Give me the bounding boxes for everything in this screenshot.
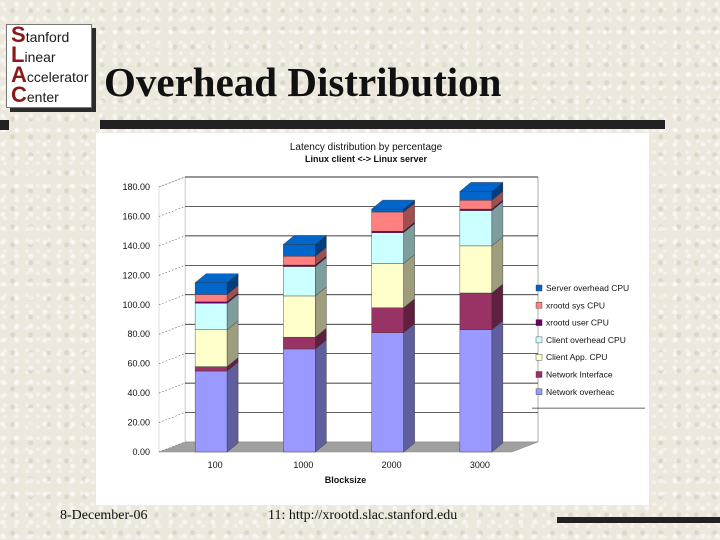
gridline-depth bbox=[158, 353, 186, 364]
bar-segment bbox=[371, 307, 404, 333]
slide-title: Overhead Distribution bbox=[104, 59, 502, 105]
bar-segment bbox=[283, 255, 316, 266]
bar-segment-side bbox=[491, 320, 504, 453]
bar-segment bbox=[459, 245, 493, 294]
legend-swatch bbox=[535, 388, 543, 396]
legend-label: Client App. CPU bbox=[546, 352, 607, 362]
y-tick-label: 80.00 bbox=[127, 329, 150, 339]
x-axis-label: Blocksize bbox=[325, 475, 367, 485]
y-tick-label: 20.00 bbox=[127, 418, 150, 428]
x-tick-label: 3000 bbox=[470, 460, 490, 470]
legend-swatch bbox=[535, 319, 543, 326]
y-tick-label: 120.00 bbox=[122, 270, 150, 280]
bar-segment bbox=[194, 294, 228, 303]
bar-segment bbox=[459, 200, 493, 210]
bar-segment bbox=[459, 191, 493, 201]
bar-segment bbox=[283, 348, 316, 453]
y-tick-label: 180.00 bbox=[122, 182, 150, 192]
bar-segment bbox=[371, 208, 404, 213]
legend-swatch bbox=[535, 353, 543, 361]
legend-label: Server overhead CPU bbox=[546, 283, 629, 293]
bar-segment bbox=[194, 301, 228, 304]
bar-segment bbox=[283, 336, 316, 350]
gridline-depth bbox=[158, 323, 186, 335]
logo-line-2: Linear bbox=[11, 42, 56, 67]
y-tick-label: 100.00 bbox=[122, 300, 150, 310]
legend-swatch bbox=[535, 302, 543, 309]
chart-title: Latency distribution by percentage bbox=[290, 142, 443, 153]
bar-segment bbox=[459, 292, 493, 331]
bar-segment-side bbox=[403, 323, 415, 453]
gridline-depth bbox=[158, 265, 186, 276]
footer-page-url: 11: http://xrootd.slac.stanford.edu bbox=[268, 508, 458, 523]
bar-segment-side bbox=[491, 236, 504, 294]
bar-segment bbox=[194, 329, 228, 367]
chart-panel: Latency distribution by percentage Linux … bbox=[96, 133, 649, 505]
gridline-depth bbox=[158, 294, 186, 306]
bar-segment bbox=[371, 332, 404, 453]
bar-segment bbox=[459, 208, 493, 211]
bar-segment bbox=[283, 264, 316, 267]
bar-segment bbox=[371, 211, 404, 232]
legend-label: Network overheac bbox=[546, 387, 615, 397]
logo-line-4: Center bbox=[11, 82, 59, 107]
legend-label: xrootd user CPU bbox=[546, 318, 609, 328]
bar-segment bbox=[371, 232, 404, 264]
footer-accent-bar bbox=[557, 517, 720, 523]
gridline-depth bbox=[158, 382, 186, 394]
bar-top bbox=[194, 273, 239, 283]
bar-segment bbox=[371, 230, 404, 233]
bar-segment bbox=[194, 366, 228, 372]
left-accent-bar bbox=[0, 120, 9, 130]
logo-line-1: Stanford bbox=[11, 22, 70, 47]
y-tick-label: 160.00 bbox=[122, 211, 150, 221]
bar-segment bbox=[459, 210, 493, 247]
gridline-depth bbox=[158, 441, 186, 453]
logo-line-3: Accelerator bbox=[11, 62, 89, 87]
bar-segment bbox=[194, 370, 228, 453]
chart-subtitle: Linux client <-> Linux server bbox=[305, 154, 428, 164]
legend-swatch bbox=[535, 284, 543, 292]
title-underline-bar bbox=[100, 120, 665, 129]
legend-label: Client overhead CPU bbox=[546, 335, 626, 345]
y-tick-label: 0.00 bbox=[132, 447, 150, 457]
x-tick-label: 100 bbox=[208, 460, 223, 470]
bar-segment bbox=[194, 282, 228, 295]
gridline-depth bbox=[158, 412, 186, 423]
y-tick-label: 60.00 bbox=[127, 359, 150, 369]
bar-top bbox=[282, 235, 327, 245]
legend-swatch bbox=[535, 371, 543, 378]
bar-segment-side bbox=[226, 361, 239, 453]
x-tick-label: 1000 bbox=[293, 460, 313, 470]
legend-label: xrootd sys CPU bbox=[546, 300, 605, 310]
bar-segment-side bbox=[315, 339, 327, 453]
bar-segment bbox=[283, 295, 316, 338]
bar-segment bbox=[459, 329, 493, 453]
bar-top bbox=[371, 199, 416, 210]
bar-segment bbox=[194, 303, 228, 331]
bar-top bbox=[459, 182, 504, 192]
chart-side-wall bbox=[158, 176, 186, 453]
x-tick-label: 2000 bbox=[382, 460, 402, 470]
bar-segment bbox=[283, 244, 316, 257]
footer-date: 8-December-06 bbox=[60, 508, 148, 523]
y-tick-label: 140.00 bbox=[122, 241, 150, 251]
bar-segment bbox=[283, 266, 316, 297]
gridline-depth bbox=[158, 235, 186, 247]
gridline-depth bbox=[158, 206, 186, 217]
gridline-depth bbox=[158, 176, 186, 188]
bar-segment bbox=[371, 263, 404, 308]
y-tick-label: 40.00 bbox=[127, 388, 150, 398]
stacked-bar-chart: Latency distribution by percentageLinux … bbox=[122, 142, 645, 485]
legend-label: Network Interface bbox=[546, 370, 613, 380]
legend-swatch bbox=[535, 336, 543, 344]
bar-segment-side bbox=[403, 254, 415, 309]
slac-logo: Stanford Linear Accelerator Center bbox=[6, 24, 92, 108]
